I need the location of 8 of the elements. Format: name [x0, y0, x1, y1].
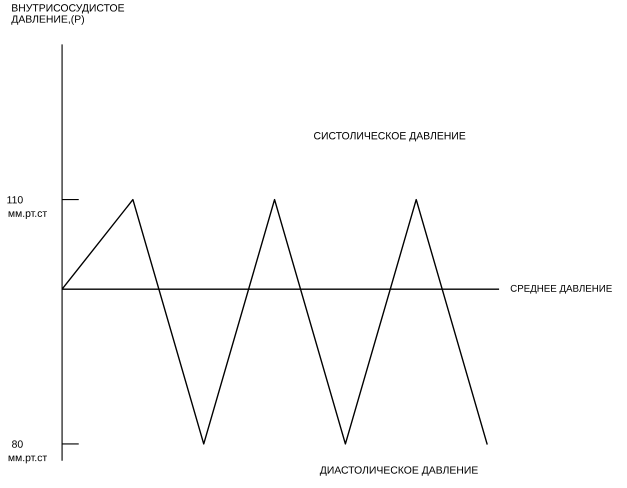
text: мм.рт.ст: [8, 456, 47, 464]
text: ДИАСТОЛИЧЕСКОЕ ДАВЛЕНИЕ: [320, 466, 478, 476]
annotation: СИСТОЛИЧЕСКОЕ ДАВЛЕНИЕ: [314, 132, 466, 142]
y-tick-label: 80: [12, 440, 23, 448]
ref-line-label: СРЕДНЕЕ ДАВЛЕНИЕ: [510, 284, 612, 294]
y-tick-label: 110: [7, 196, 23, 204]
text: мм.рт.ст: [8, 211, 47, 220]
y-axis-title: ВНУТРИСОСУДИСТОЕ ДАВЛЕНИЕ,(Р): [11, 4, 124, 25]
